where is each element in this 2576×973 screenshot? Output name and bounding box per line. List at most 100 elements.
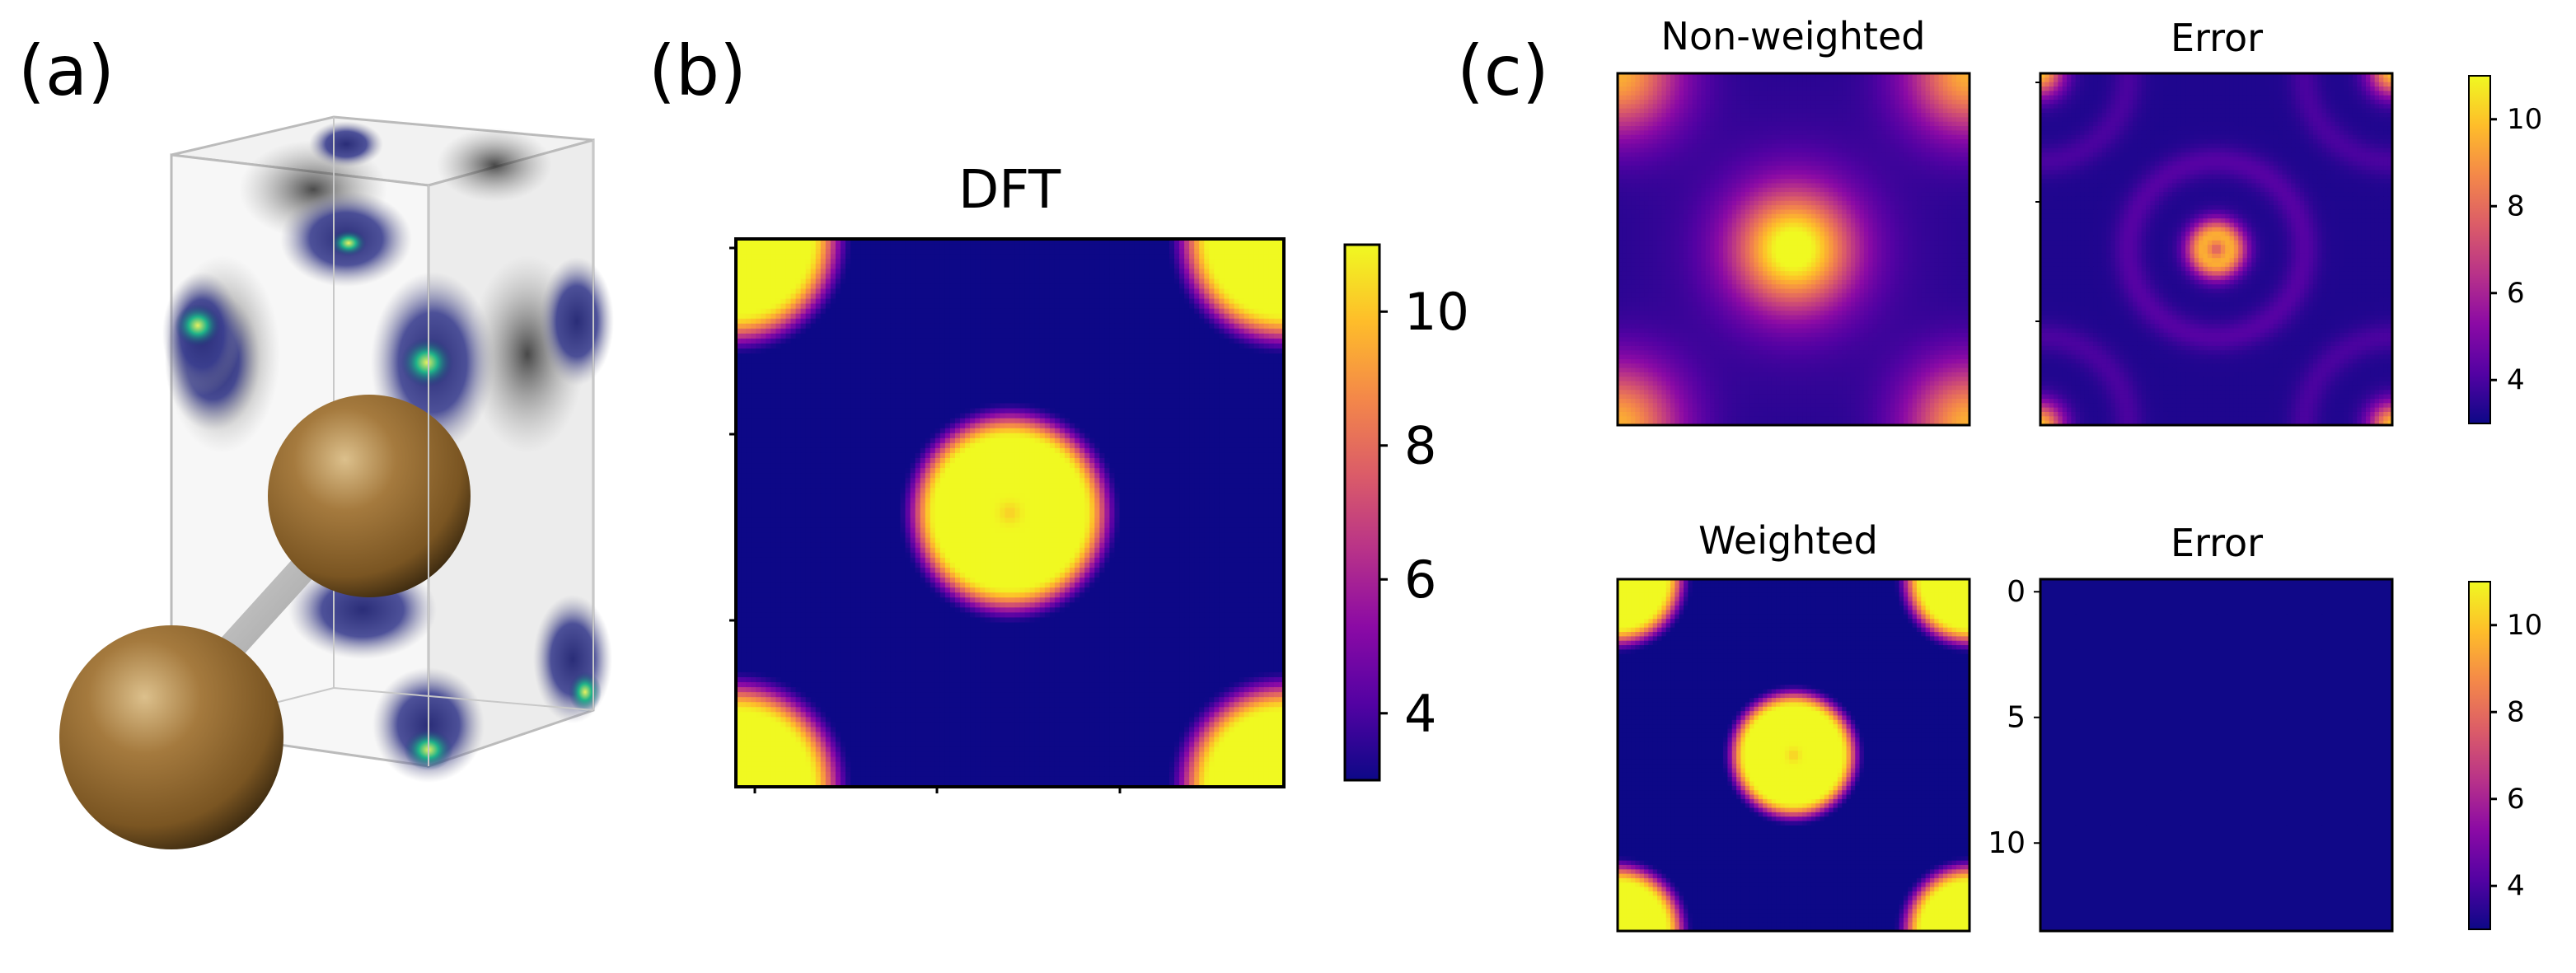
heatmap-cell (1075, 323, 1080, 330)
heatmap-cell (980, 288, 986, 295)
heatmap-cell (1114, 338, 1121, 344)
heatmap-cell (1034, 408, 1041, 414)
heatmap-cell (939, 343, 946, 349)
heatmap-cell (1159, 368, 1165, 374)
heatmap-cell (1034, 338, 1041, 344)
heatmap-cell (1253, 343, 1260, 349)
heatmap-cell (1169, 343, 1175, 349)
heatmap-cell (1065, 269, 1070, 274)
heatmap-cell (1194, 353, 1200, 359)
heatmap-cell (1219, 274, 1225, 279)
heatmap-cell (830, 428, 836, 434)
heatmap-cell (930, 239, 936, 245)
heatmap-cell (1124, 349, 1131, 354)
heatmap-cell (1273, 383, 1280, 389)
heatmap-cell (990, 333, 995, 339)
heatmap-cell (1024, 447, 1031, 454)
heatmap-cell (795, 254, 802, 260)
heatmap-cell (949, 408, 956, 414)
heatmap-cell (1268, 423, 1275, 429)
heatmap-cell (830, 338, 836, 344)
heatmap-cell (1094, 423, 1100, 429)
heatmap-cell (1268, 254, 1275, 260)
heatmap-cell (900, 318, 906, 325)
heatmap-cell (805, 269, 812, 274)
heatmap-cell (1005, 249, 1011, 255)
heatmap-cell (1054, 428, 1061, 434)
heatmap-cell (949, 393, 956, 400)
heatmap-cell (960, 278, 966, 285)
heatmap-cell (1149, 458, 1155, 464)
heatmap-cell (895, 274, 902, 279)
heatmap-cell (1229, 343, 1235, 349)
heatmap-cell (1089, 298, 1095, 305)
heatmap-cell (1253, 442, 1260, 449)
heatmap-cell (1075, 318, 1080, 325)
heatmap-cell (800, 244, 807, 250)
heatmap-cell (985, 269, 991, 274)
heatmap-cell (1258, 413, 1265, 419)
heatmap-cell (1154, 254, 1160, 260)
heatmap-cell (1044, 323, 1051, 330)
heatmap-cell (785, 249, 792, 255)
heatmap-cell (1154, 418, 1160, 424)
heatmap-cell (1258, 239, 1265, 245)
heatmap-cell (880, 363, 886, 369)
heatmap-cell (835, 458, 841, 464)
heatmap-cell (865, 283, 871, 290)
heatmap-cell (870, 452, 876, 459)
heatmap-cell (1054, 437, 1061, 444)
heatmap-cell (855, 244, 861, 250)
heatmap-cell (1065, 274, 1070, 279)
heatmap-cell (1044, 328, 1051, 334)
heatmap-cell (1199, 278, 1205, 285)
heatmap-cell (990, 293, 995, 300)
heatmap-cell (1273, 358, 1280, 364)
heatmap-cell (855, 343, 861, 349)
heatmap-cell (1209, 264, 1215, 269)
heatmap-cell (850, 308, 856, 315)
heatmap-cell (995, 259, 1001, 264)
heatmap-cell (1248, 308, 1255, 315)
heatmap-cell (770, 373, 776, 379)
heatmap-cell (870, 433, 876, 439)
heatmap-cell (1089, 418, 1095, 424)
heatmap-cell (1134, 288, 1140, 295)
heatmap-cell (934, 388, 941, 395)
heatmap-cell (1144, 442, 1150, 449)
heatmap-cell (1080, 269, 1085, 274)
heatmap-cell (1039, 423, 1046, 429)
heatmap-cell (1029, 288, 1036, 295)
heatmap-cell (761, 328, 766, 334)
heatmap-cell (1084, 447, 1090, 454)
heatmap-cell (1268, 288, 1275, 295)
heatmap-cell (930, 283, 936, 290)
heatmap-cell (910, 338, 916, 344)
heatmap-cell (890, 333, 897, 339)
heatmap-cell (845, 328, 851, 334)
heatmap-cell (875, 274, 881, 279)
heatmap-cell (1239, 308, 1245, 315)
heatmap-cell (1094, 264, 1100, 269)
heatmap-cell (900, 353, 906, 359)
heatmap-cell (995, 349, 1001, 354)
heatmap-cell (770, 378, 776, 384)
heatmap-cell (920, 363, 926, 369)
heatmap-cell (1263, 388, 1270, 395)
heatmap-cell (870, 323, 876, 330)
heatmap-cell (1263, 338, 1270, 344)
heatmap-cell (1039, 274, 1046, 279)
heatmap-cell (1234, 308, 1240, 315)
heatmap-cell (870, 313, 876, 320)
heatmap-cell (1199, 249, 1205, 255)
heatmap-cell (1253, 383, 1260, 389)
heatmap-cell (766, 293, 771, 300)
heatmap-cell (1144, 313, 1150, 320)
heatmap-cell (756, 408, 761, 414)
heatmap-cell (1164, 363, 1170, 369)
heatmap-cell (965, 349, 971, 354)
heatmap-cell (795, 269, 802, 274)
heatmap-cell (990, 244, 995, 250)
heatmap-cell (885, 433, 892, 439)
heatmap-cell (775, 452, 782, 459)
